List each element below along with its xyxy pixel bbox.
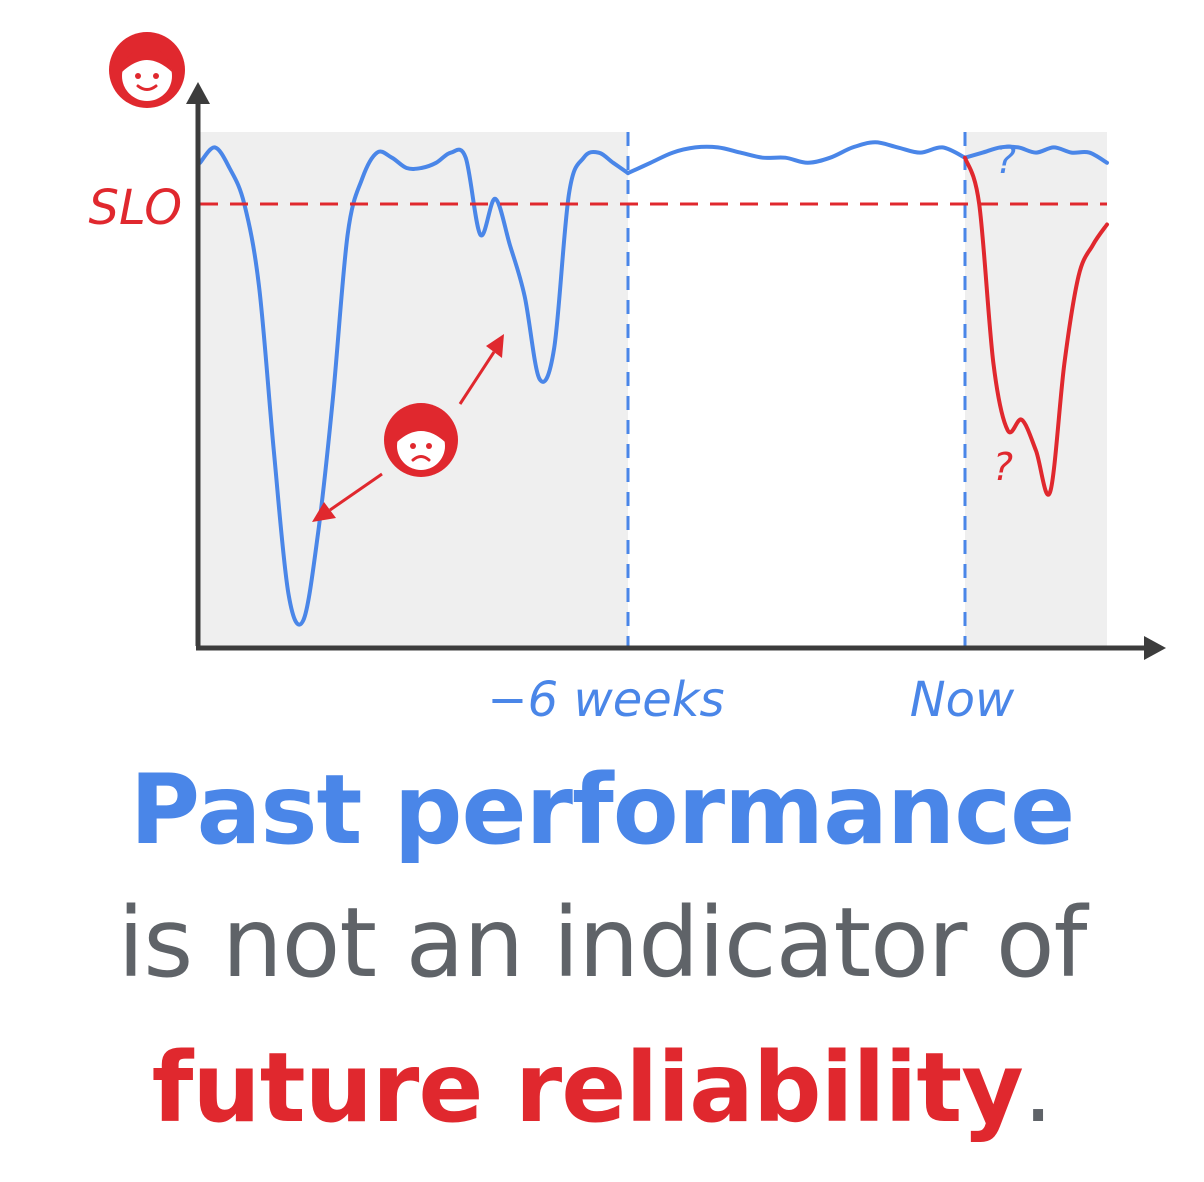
sad-face-icon (384, 403, 458, 477)
future-good-line (963, 144, 1109, 165)
caption-past-performance: Past performance (129, 754, 1075, 866)
arrow-to-second-dip (458, 351, 496, 405)
arrow-to-first-dip (329, 472, 383, 512)
caption-line-3: future reliability. (0, 1040, 1204, 1136)
chart: SLO −6 weeks Now ? ? (88, 32, 1166, 728)
caption-period: . (1022, 1032, 1053, 1144)
x-tick-now: Now (910, 672, 1015, 728)
caption-line-1: Past performance (0, 762, 1204, 858)
past-shaded-region (200, 132, 628, 646)
x-tick-six-weeks: −6 weeks (487, 672, 724, 728)
caption-line-2: is not an indicator of (0, 895, 1204, 991)
happy-face-icon (109, 32, 185, 108)
question-mark-good: ? (996, 138, 1016, 182)
past-performance-line (198, 145, 630, 627)
question-mark-bad: ? (993, 445, 1013, 489)
slo-label: SLO (88, 180, 182, 236)
caption-future-reliability: future reliability (151, 1032, 1024, 1144)
recent-performance-line (626, 140, 967, 176)
y-axis-arrow-icon (186, 82, 210, 104)
x-axis-arrow-icon (1144, 636, 1166, 660)
caption-not-indicator: is not an indicator of (117, 887, 1088, 999)
future-bad-line (963, 155, 1109, 497)
arrow-head-left-icon (312, 502, 336, 522)
future-shaded-region (965, 132, 1107, 646)
arrow-head-right-icon (486, 334, 504, 358)
